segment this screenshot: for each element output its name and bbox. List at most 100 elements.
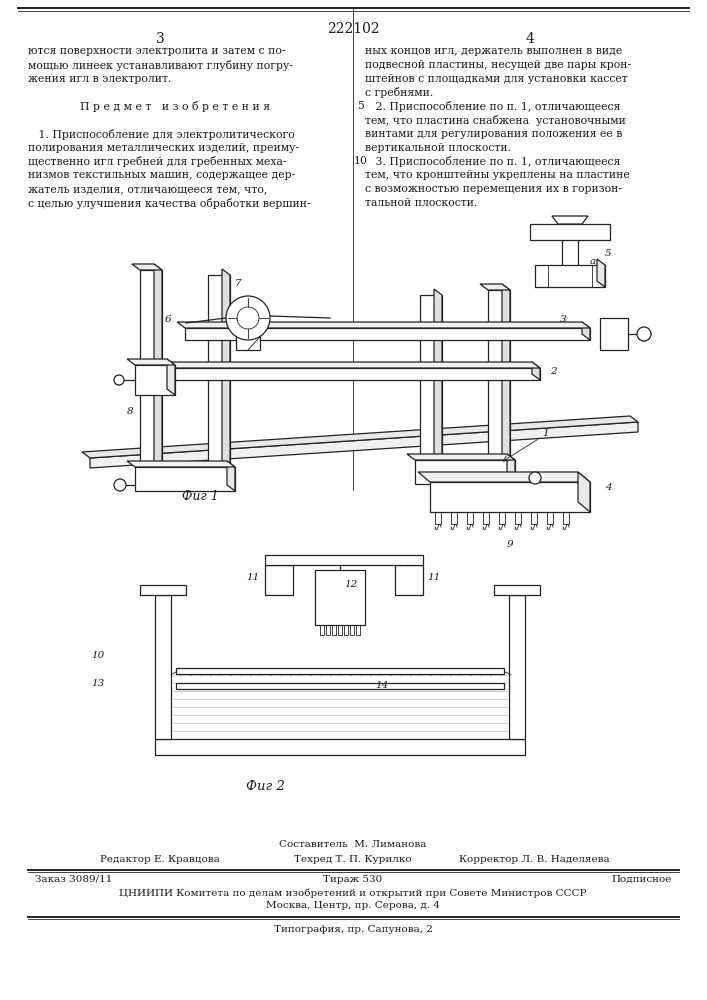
Text: 11: 11 bbox=[427, 572, 440, 582]
Text: П р е д м е т   и з о б р е т е н и я: П р е д м е т и з о б р е т е н и я bbox=[80, 101, 270, 112]
Text: Фиг 2: Фиг 2 bbox=[245, 780, 284, 793]
Text: 13: 13 bbox=[92, 678, 105, 688]
Text: жения игл в электролит.: жения игл в электролит. bbox=[28, 74, 171, 84]
Polygon shape bbox=[140, 585, 186, 595]
Circle shape bbox=[226, 296, 270, 340]
Text: вертикальной плоскости.: вертикальной плоскости. bbox=[365, 143, 511, 153]
Text: Москва, Центр, пр. Серова, д. 4: Москва, Центр, пр. Серова, д. 4 bbox=[266, 901, 440, 910]
Text: Техред Т. П. Курилко: Техред Т. П. Курилко bbox=[294, 855, 411, 864]
Text: 11: 11 bbox=[247, 572, 260, 582]
Polygon shape bbox=[420, 295, 442, 468]
Polygon shape bbox=[434, 289, 442, 468]
Text: 12: 12 bbox=[344, 580, 357, 589]
Text: с возможностью перемещения их в горизон-: с возможностью перемещения их в горизон- bbox=[365, 184, 622, 194]
Text: 3: 3 bbox=[156, 32, 164, 46]
Polygon shape bbox=[155, 739, 525, 755]
Text: тем, что пластина снабжена  установочными: тем, что пластина снабжена установочными bbox=[365, 115, 626, 126]
Text: Тираж 530: Тираж 530 bbox=[323, 875, 382, 884]
Polygon shape bbox=[535, 265, 605, 287]
Text: 10: 10 bbox=[354, 156, 368, 166]
Text: 2. Приспособление по п. 1, отличающееся: 2. Приспособление по п. 1, отличающееся bbox=[365, 101, 620, 112]
Polygon shape bbox=[155, 595, 171, 739]
Text: Подписное: Подписное bbox=[612, 875, 672, 884]
Polygon shape bbox=[552, 216, 588, 224]
Text: 8: 8 bbox=[127, 407, 134, 416]
Polygon shape bbox=[488, 290, 510, 468]
Text: 4: 4 bbox=[605, 483, 612, 491]
Polygon shape bbox=[236, 335, 260, 350]
Text: a: a bbox=[590, 257, 596, 266]
Polygon shape bbox=[154, 264, 162, 475]
Polygon shape bbox=[395, 565, 423, 595]
Circle shape bbox=[114, 479, 126, 491]
Polygon shape bbox=[132, 362, 540, 368]
Polygon shape bbox=[265, 555, 423, 565]
Text: 4: 4 bbox=[525, 32, 534, 46]
Polygon shape bbox=[135, 365, 175, 395]
Polygon shape bbox=[600, 318, 628, 350]
Text: ных концов игл, держатель выполнен в виде: ных концов игл, держатель выполнен в вид… bbox=[365, 46, 622, 56]
Polygon shape bbox=[90, 422, 638, 468]
Polygon shape bbox=[494, 585, 540, 595]
Text: винтами для регулирования положения ее в: винтами для регулирования положения ее в bbox=[365, 129, 622, 139]
Polygon shape bbox=[265, 565, 293, 595]
Text: низмов текстильных машин, содержащее дер-: низмов текстильных машин, содержащее дер… bbox=[28, 170, 296, 180]
Polygon shape bbox=[578, 472, 590, 512]
Polygon shape bbox=[185, 328, 590, 340]
Text: Корректор Л. В. Наделяева: Корректор Л. В. Наделяева bbox=[460, 855, 610, 864]
Text: Фиг 1: Фиг 1 bbox=[182, 490, 218, 503]
Polygon shape bbox=[208, 275, 230, 475]
Text: с целью улучшения качества обработки вершин-: с целью улучшения качества обработки вер… bbox=[28, 198, 310, 209]
Text: с гребнями.: с гребнями. bbox=[365, 87, 433, 98]
Text: 3: 3 bbox=[560, 316, 566, 324]
Polygon shape bbox=[502, 284, 510, 468]
Text: полирования металлических изделий, преиму-: полирования металлических изделий, преим… bbox=[28, 143, 299, 153]
Text: Редактор Е. Кравцова: Редактор Е. Кравцова bbox=[100, 855, 220, 864]
Polygon shape bbox=[222, 269, 230, 475]
Text: Типография, пр. Сапунова, 2: Типография, пр. Сапунова, 2 bbox=[274, 925, 433, 934]
Text: 1. Приспособление для электролитического: 1. Приспособление для электролитического bbox=[28, 129, 295, 140]
Text: щественно игл гребней для гребенных меха-: щественно игл гребней для гребенных меха… bbox=[28, 156, 286, 167]
Polygon shape bbox=[315, 570, 365, 625]
Polygon shape bbox=[140, 368, 540, 380]
Text: штейнов с площадками для установки кассет: штейнов с площадками для установки кассе… bbox=[365, 74, 628, 84]
Text: мощью линеек устанавливают глубину погру-: мощью линеек устанавливают глубину погру… bbox=[28, 60, 293, 71]
Polygon shape bbox=[176, 668, 504, 674]
Polygon shape bbox=[140, 270, 162, 475]
Text: тальной плоскости.: тальной плоскости. bbox=[365, 198, 477, 208]
Polygon shape bbox=[135, 467, 235, 491]
Circle shape bbox=[237, 307, 259, 329]
Polygon shape bbox=[167, 359, 175, 395]
Text: ются поверхности электролита и затем с по-: ются поверхности электролита и затем с п… bbox=[28, 46, 286, 56]
Circle shape bbox=[114, 375, 124, 385]
Text: Составитель  М. Лиманова: Составитель М. Лиманова bbox=[279, 840, 427, 849]
Text: 1: 1 bbox=[542, 428, 549, 438]
Polygon shape bbox=[562, 228, 578, 270]
Text: подвесной пластины, несущей две пары крон-: подвесной пластины, несущей две пары кро… bbox=[365, 60, 631, 70]
Polygon shape bbox=[127, 359, 175, 365]
Polygon shape bbox=[418, 472, 590, 482]
Polygon shape bbox=[430, 482, 590, 512]
Text: 7: 7 bbox=[235, 279, 241, 288]
Polygon shape bbox=[532, 362, 540, 380]
Polygon shape bbox=[82, 416, 638, 458]
Text: 10: 10 bbox=[92, 650, 105, 660]
Polygon shape bbox=[480, 284, 510, 290]
Text: 9: 9 bbox=[507, 540, 513, 549]
Text: Заказ 3089/11: Заказ 3089/11 bbox=[35, 875, 112, 884]
Text: жатель изделия, отличающееся тем, что,: жатель изделия, отличающееся тем, что, bbox=[28, 184, 267, 194]
Text: 6: 6 bbox=[164, 316, 171, 324]
Text: 5: 5 bbox=[605, 248, 612, 257]
Polygon shape bbox=[597, 259, 605, 287]
Text: ЦНИИПИ Комитета по делам изобретений и открытий при Совете Министров СССР: ЦНИИПИ Комитета по делам изобретений и о… bbox=[119, 888, 587, 898]
Polygon shape bbox=[127, 461, 235, 467]
Polygon shape bbox=[407, 454, 515, 460]
Circle shape bbox=[529, 472, 541, 484]
Text: 3. Приспособление по п. 1, отличающееся: 3. Приспособление по п. 1, отличающееся bbox=[365, 156, 620, 167]
Polygon shape bbox=[582, 322, 590, 340]
Polygon shape bbox=[509, 595, 525, 739]
Polygon shape bbox=[530, 224, 610, 240]
Text: 14: 14 bbox=[375, 682, 388, 690]
Circle shape bbox=[637, 327, 651, 341]
Polygon shape bbox=[132, 264, 162, 270]
